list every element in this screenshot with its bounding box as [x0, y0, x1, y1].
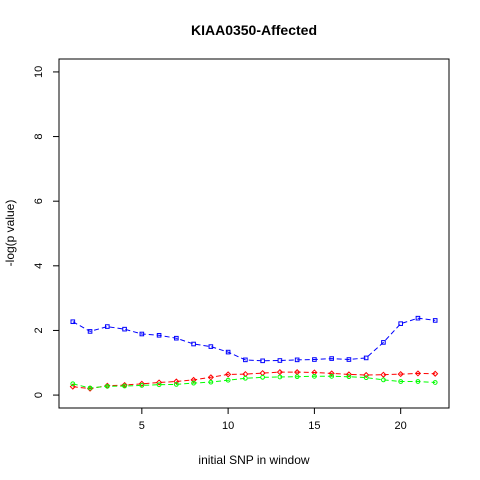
- data-point: [191, 380, 197, 386]
- series-layer: [69, 315, 439, 392]
- data-point: [242, 375, 248, 381]
- data-point: [432, 380, 438, 385]
- data-point: [329, 373, 335, 379]
- data-point: [415, 315, 421, 321]
- data-point: [208, 344, 214, 349]
- data-point: [277, 374, 283, 380]
- series-line: [72, 375, 436, 389]
- y-tick-label: 6: [33, 198, 45, 204]
- data-point: [276, 369, 283, 376]
- y-tick-label: 0: [33, 392, 45, 398]
- data-point: [208, 379, 214, 385]
- data-point: [139, 382, 145, 388]
- data-point: [104, 383, 110, 389]
- series-line: [72, 317, 436, 362]
- data-point: [363, 375, 369, 381]
- data-point: [225, 371, 232, 378]
- data-point: [87, 329, 93, 334]
- data-point: [346, 357, 352, 362]
- data-point: [243, 357, 248, 363]
- data-point: [397, 370, 404, 378]
- data-point: [70, 381, 76, 387]
- data-point: [155, 379, 163, 386]
- data-point: [260, 358, 265, 364]
- data-point: [138, 380, 145, 387]
- data-point: [87, 385, 93, 391]
- data-point: [294, 357, 300, 363]
- y-tick-label: 2: [33, 327, 45, 333]
- data-point: [312, 357, 317, 362]
- data-point: [190, 376, 197, 383]
- data-point: [69, 383, 76, 390]
- data-point: [225, 349, 231, 355]
- data-point: [122, 383, 127, 389]
- chart-title: KIAA0350-Affected: [191, 22, 317, 38]
- data-point: [174, 335, 179, 341]
- x-tick-label: 5: [139, 420, 145, 432]
- series-line: [72, 371, 436, 390]
- data-point: [432, 370, 439, 377]
- data-point: [345, 371, 353, 378]
- data-point: [139, 331, 145, 337]
- data-point: [70, 319, 76, 325]
- data-point: [381, 377, 386, 383]
- data-point: [260, 374, 266, 380]
- plot-frame: [58, 58, 450, 409]
- data-point: [156, 332, 162, 338]
- data-point: [363, 371, 370, 379]
- y-axis-label: -log(p value): [3, 200, 17, 267]
- data-point: [173, 382, 179, 387]
- data-point: [294, 374, 300, 380]
- data-point: [398, 321, 403, 326]
- data-point: [432, 318, 438, 323]
- y-tick-label: 4: [33, 263, 45, 269]
- data-point: [122, 326, 127, 332]
- x-axis-label: initial SNP in window: [198, 453, 309, 467]
- data-point: [381, 340, 386, 345]
- data-point: [191, 341, 196, 347]
- data-point: [311, 373, 317, 379]
- y-axis: 0 2 4 6 8 10: [33, 66, 59, 398]
- data-point: [207, 374, 214, 381]
- y-tick-label: 8: [33, 133, 45, 139]
- x-axis: 5 10 15 20: [139, 408, 407, 432]
- data-point: [415, 379, 421, 384]
- y-tick-label: 10: [33, 66, 45, 78]
- data-point: [363, 355, 369, 361]
- data-point: [277, 358, 283, 363]
- data-point: [414, 370, 422, 377]
- data-point: [225, 377, 231, 383]
- series-3: [70, 373, 438, 391]
- data-point: [380, 371, 387, 378]
- data-point: [398, 379, 404, 384]
- data-point: [346, 374, 352, 380]
- x-tick-label: 15: [308, 420, 320, 432]
- x-tick-label: 20: [395, 420, 407, 432]
- data-point: [329, 356, 334, 361]
- data-point: [156, 382, 162, 388]
- series-1: [70, 315, 438, 364]
- data-point: [105, 324, 110, 329]
- x-tick-label: 10: [222, 420, 234, 432]
